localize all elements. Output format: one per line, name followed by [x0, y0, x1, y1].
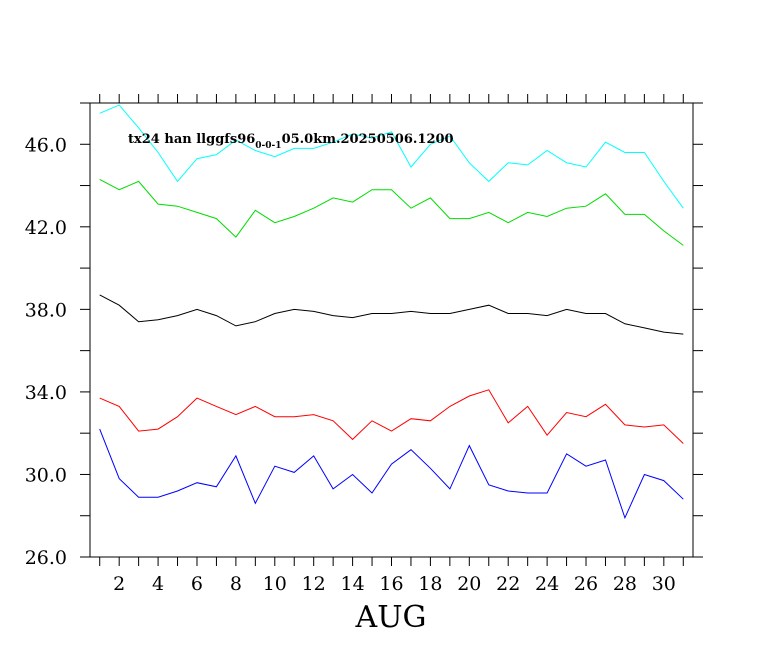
series-line-1 [99, 104, 684, 209]
series-line-3 [99, 294, 684, 335]
plot-frame [89, 102, 694, 558]
series-line-5 [99, 428, 684, 520]
x-axis-title: AUG [355, 600, 427, 635]
x-tick-label: 4 [152, 573, 164, 595]
x-tick-label: 8 [230, 573, 242, 595]
chart-annotation: tx24 han llggfs960-0-105.0km.20250506.12… [128, 132, 454, 151]
x-tick-label: 10 [263, 573, 287, 595]
x-tick-label: 6 [191, 573, 203, 595]
x-tick-label: 12 [302, 573, 326, 595]
x-tick-label: 22 [496, 573, 520, 595]
x-tick-label: 14 [341, 573, 365, 595]
series-line-4 [99, 389, 684, 444]
y-tick-label: 26.0 [25, 547, 67, 569]
annotation-prefix: tx24 han llggfs96 [128, 132, 255, 147]
y-tick-label: 34.0 [25, 382, 67, 404]
series-line-2 [99, 178, 684, 246]
x-tick-label: 24 [535, 573, 559, 595]
annotation-subscript: 0-0-1 [255, 141, 281, 151]
y-tick-label: 46.0 [25, 134, 67, 156]
y-tick-label: 42.0 [25, 217, 67, 239]
series-group [99, 104, 684, 520]
x-tick-label: 28 [613, 573, 637, 595]
y-tick-label: 38.0 [25, 299, 67, 321]
tick-labels: 26.030.034.038.042.046.02 4 6 8 10 12 14 16 18 20… [25, 134, 676, 595]
x-tick-label: 18 [418, 573, 442, 595]
x-tick-label: 16 [379, 573, 403, 595]
x-tick-label: 2 [113, 573, 125, 595]
x-tick-label: 26 [574, 573, 598, 595]
x-tick-label: 20 [457, 573, 481, 595]
annotation-suffix: 05.0km.20250506.1200 [282, 132, 454, 147]
x-tick-label: 30 [652, 573, 676, 595]
axis-ticks [80, 94, 703, 566]
y-tick-label: 30.0 [25, 464, 67, 486]
